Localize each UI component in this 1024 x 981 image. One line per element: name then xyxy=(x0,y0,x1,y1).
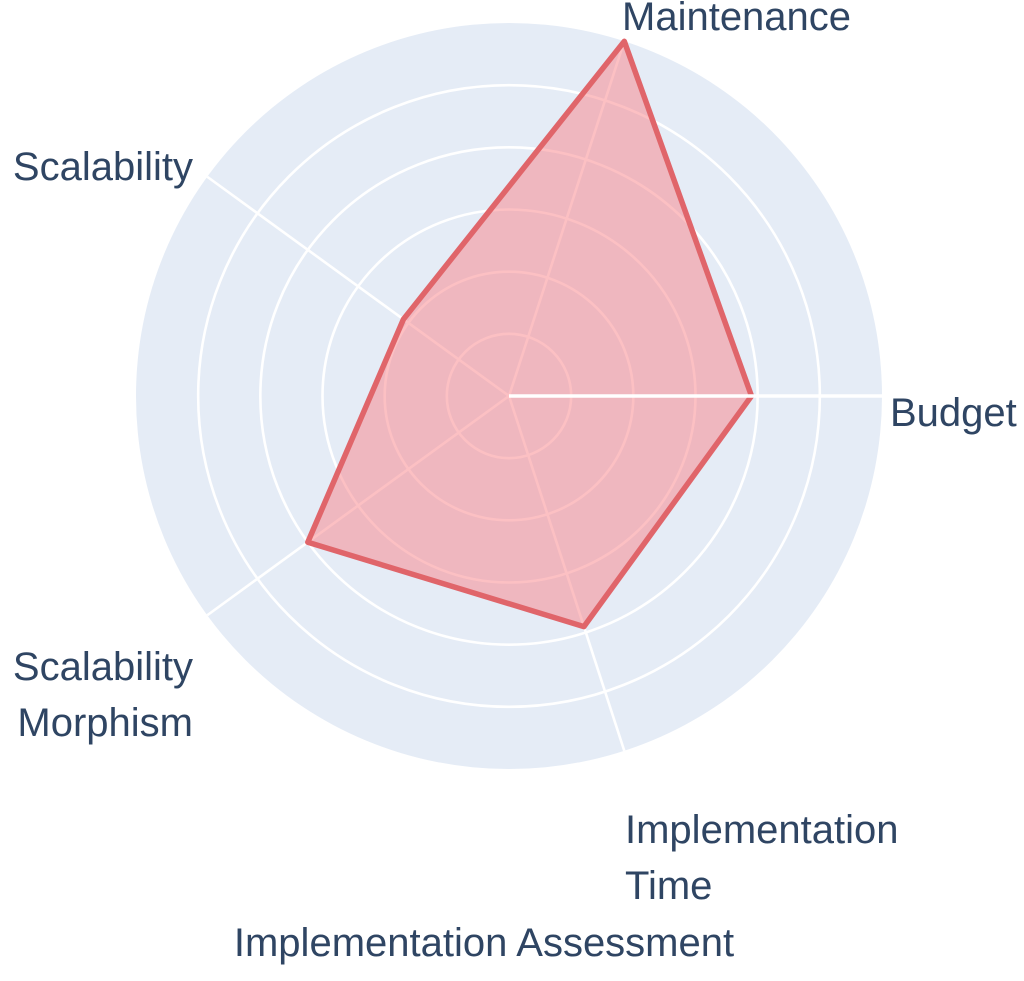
axis-label-text: Scalability xyxy=(12,645,193,689)
axis-label-text: Morphism xyxy=(17,701,193,745)
axis-label-text: Implementation xyxy=(625,808,899,852)
axis-label-maintenance: Maintenance xyxy=(622,0,851,45)
axis-label-scalability-morphism: Scalability Morphism xyxy=(13,639,193,751)
chart-title: Implementation Assessment xyxy=(233,921,735,965)
axis-label-text: Maintenance xyxy=(622,0,852,39)
axis-label-implementation-time: Implementation Time xyxy=(625,802,898,914)
axis-label-text: Scalability xyxy=(12,145,193,189)
axis-label-scalability: Scalability xyxy=(13,139,193,195)
axis-label-text: Time xyxy=(625,864,713,908)
axis-label-budget: Budget xyxy=(890,385,1017,441)
axis-label-text: Budget xyxy=(890,391,1017,435)
data-polygon xyxy=(305,38,755,630)
